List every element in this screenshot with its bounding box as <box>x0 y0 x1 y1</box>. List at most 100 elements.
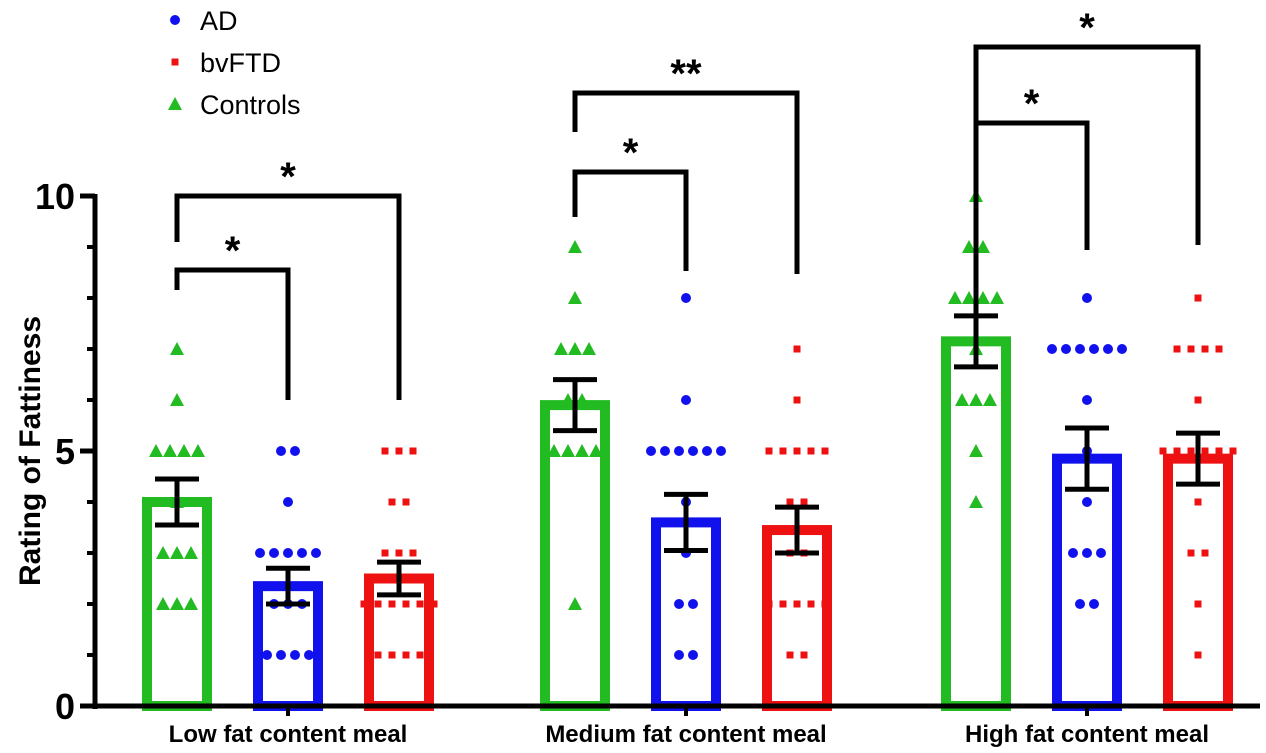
point-bvftd <box>388 498 396 506</box>
legend: AD bvFTD Controls <box>168 6 301 120</box>
point-bvftd <box>786 651 794 659</box>
significance-bracket <box>973 44 1201 265</box>
point-bvftd <box>1201 447 1209 455</box>
point-bvftd <box>1194 396 1202 404</box>
point-bvftd <box>807 447 815 455</box>
point-controls <box>177 444 191 457</box>
point-bvftd <box>388 600 396 608</box>
x-axis: Low fat content meal Medium fat content m… <box>95 703 1260 748</box>
point-bvftd <box>765 600 773 608</box>
point-bvftd <box>807 600 815 608</box>
point-controls <box>554 342 568 355</box>
point-bvftd <box>793 600 801 608</box>
point-ad <box>1082 548 1092 558</box>
point-bvftd <box>381 447 389 455</box>
point-ad <box>674 650 684 660</box>
point-bvftd <box>409 549 417 557</box>
point-ad <box>1047 344 1057 354</box>
point-controls <box>170 597 184 610</box>
legend-label: bvFTD <box>200 48 281 78</box>
point-bvftd <box>402 498 410 506</box>
point-bvftd <box>1194 600 1202 608</box>
point-controls <box>149 444 163 457</box>
y-axis: 0 5 10 Rating of Fattiness <box>14 176 98 727</box>
significance-label: * <box>623 131 639 175</box>
point-bvftd <box>1187 447 1195 455</box>
point-ad <box>276 650 286 660</box>
point-ad <box>276 446 286 456</box>
point-controls <box>568 291 582 304</box>
point-controls <box>983 393 997 406</box>
point-controls <box>568 342 582 355</box>
point-ad <box>702 446 712 456</box>
point-bvftd <box>360 600 368 608</box>
significance-label: * <box>225 229 241 273</box>
point-ad <box>681 395 691 405</box>
point-ad <box>1061 344 1071 354</box>
point-bvftd <box>416 600 424 608</box>
point-bvftd <box>381 549 389 557</box>
point-bvftd <box>800 651 808 659</box>
point-bvftd <box>1159 447 1167 455</box>
y-axis-label: Rating of Fattiness <box>14 316 47 586</box>
point-controls <box>955 393 969 406</box>
point-controls <box>976 291 990 304</box>
significance-brackets: ******* <box>174 6 1201 400</box>
point-ad <box>262 650 272 660</box>
y-tick-label: 5 <box>55 431 75 472</box>
point-controls <box>191 444 205 457</box>
significance-bracket <box>174 193 402 400</box>
bar-bvftd <box>762 525 832 711</box>
point-controls <box>561 393 575 406</box>
significance-label: ** <box>670 52 702 96</box>
error-bars <box>155 313 1220 607</box>
significance-bracket <box>572 169 689 271</box>
point-bvftd <box>800 498 808 506</box>
point-ad <box>255 548 265 558</box>
y-tick-label: 0 <box>55 686 75 727</box>
point-controls <box>962 291 976 304</box>
point-controls <box>156 546 170 559</box>
point-controls <box>156 597 170 610</box>
point-ad <box>304 650 314 660</box>
point-controls <box>582 342 596 355</box>
point-bvftd <box>793 447 801 455</box>
point-bvftd <box>765 447 773 455</box>
point-controls <box>962 240 976 253</box>
point-ad <box>681 293 691 303</box>
point-bvftd <box>1173 345 1181 353</box>
point-controls <box>561 444 575 457</box>
legend-item-ad: AD <box>170 6 238 36</box>
legend-marker-bvftd <box>171 58 179 66</box>
point-bvftd <box>416 651 424 659</box>
point-bvftd <box>430 600 438 608</box>
point-ad <box>1103 344 1113 354</box>
point-ad <box>1096 548 1106 558</box>
point-controls <box>547 444 561 457</box>
point-bvftd <box>1215 345 1223 353</box>
point-ad <box>1089 599 1099 609</box>
point-controls <box>589 444 603 457</box>
point-bvftd <box>1229 447 1237 455</box>
legend-marker-ad <box>170 15 180 25</box>
point-ad <box>716 446 726 456</box>
bar-bvftd <box>364 573 434 711</box>
point-bvftd <box>821 447 829 455</box>
significance-label: * <box>1024 82 1040 126</box>
point-bvftd <box>395 549 403 557</box>
point-bvftd <box>779 600 787 608</box>
point-ad <box>269 548 279 558</box>
point-bvftd <box>786 498 794 506</box>
point-controls <box>976 240 990 253</box>
point-controls <box>575 393 589 406</box>
point-ad <box>688 650 698 660</box>
point-bvftd <box>1194 498 1202 506</box>
point-bvftd <box>793 345 801 353</box>
legend-item-bvftd: bvFTD <box>171 48 281 78</box>
point-ad <box>1082 395 1092 405</box>
point-bvftd <box>1201 549 1209 557</box>
point-ad <box>1082 497 1092 507</box>
point-ad <box>290 446 300 456</box>
point-bvftd <box>1173 447 1181 455</box>
